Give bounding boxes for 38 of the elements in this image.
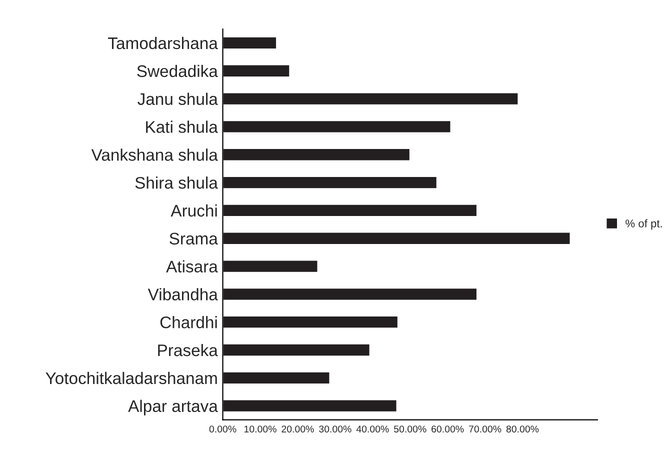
y-tick-label: Srama xyxy=(170,232,218,245)
y-tick-label: Tamodarshana xyxy=(108,36,218,50)
y-tick-label: Chardhi xyxy=(160,316,217,328)
y-tick-label: Atisara xyxy=(166,260,218,272)
bar xyxy=(222,259,319,274)
x-tick-label: 70.00% xyxy=(469,426,502,432)
x-tick-label: 0.00% xyxy=(209,426,236,432)
bar xyxy=(222,120,452,134)
bar xyxy=(222,176,438,190)
bar xyxy=(222,398,398,413)
x-tick-label: 50.00% xyxy=(394,426,426,432)
x-tick-label: 80.00% xyxy=(506,426,539,432)
bar xyxy=(222,36,278,50)
y-tick-label: Praseka xyxy=(158,344,218,356)
bar xyxy=(222,148,411,162)
y-tick-label: Swedadika xyxy=(137,64,218,78)
y-tick-label: Vibandha xyxy=(148,288,218,300)
legend-label: % of pt. xyxy=(626,219,662,230)
y-tick-label: Kati shula xyxy=(146,120,218,133)
y-tick-label: Shira shula xyxy=(135,176,218,189)
y-tick-label: Yotochitkaladarshanam xyxy=(46,372,217,384)
bar xyxy=(222,92,520,106)
x-tick-label: 10.00% xyxy=(244,426,276,432)
bar xyxy=(222,343,371,357)
bar xyxy=(222,64,291,78)
y-tick-label: Aruchi xyxy=(170,204,217,217)
bar xyxy=(222,203,478,218)
x-tick-label: 20.00% xyxy=(282,426,314,432)
bar xyxy=(222,287,478,302)
x-tick-label: 30.00% xyxy=(319,426,352,432)
x-tick-label: 40.00% xyxy=(356,426,389,432)
bar xyxy=(222,315,399,330)
x-tick-label: 60.00% xyxy=(432,426,464,432)
bar xyxy=(222,231,572,246)
bar xyxy=(222,370,331,385)
y-tick-label: Alpar artava xyxy=(128,400,218,416)
y-tick-label: Vankshana shula xyxy=(91,148,218,161)
y-tick-label: Janu shula xyxy=(138,92,218,105)
